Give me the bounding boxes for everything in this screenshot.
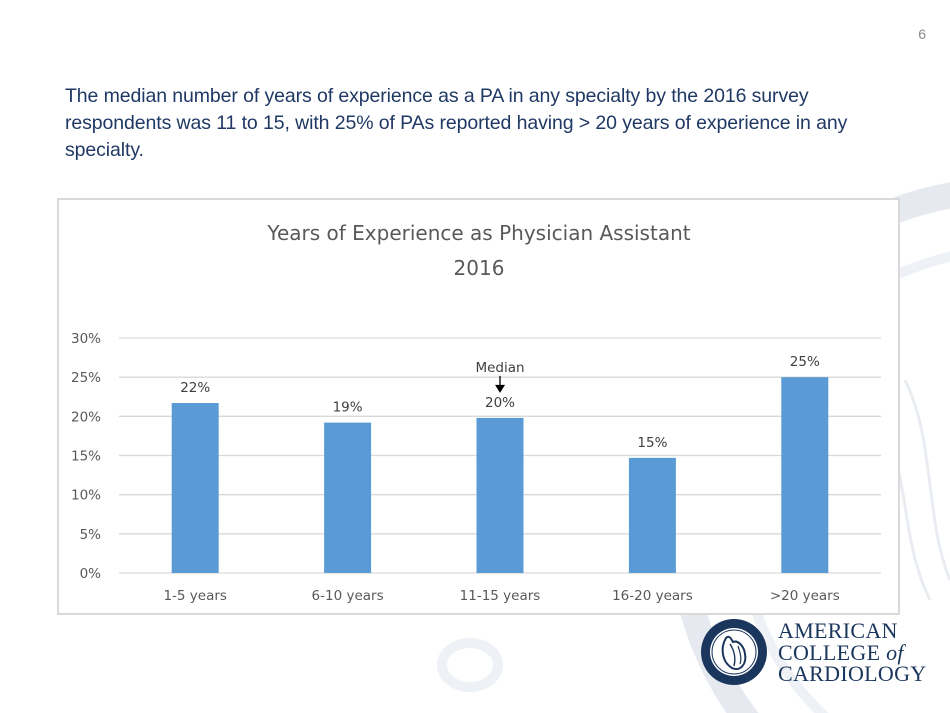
arrow-down-icon — [495, 384, 505, 393]
x-tick-label: 11-15 years — [460, 588, 541, 604]
x-axis-ticks: 1-5 years 6-10 years 11-15 years 16-20 year… — [163, 588, 839, 604]
bar-chart: Years of Experience as Physician Assista… — [71, 221, 881, 604]
bar — [324, 422, 372, 573]
median-label: Median — [475, 360, 524, 376]
y-tick-label: 25% — [71, 370, 101, 386]
y-axis-ticks: 0% 5% 10% 15% 20% 25% 30% — [71, 331, 101, 582]
bar — [628, 457, 676, 573]
median-annotation: Median — [475, 360, 525, 393]
acc-seal-icon — [701, 619, 767, 685]
y-tick-label: 30% — [71, 331, 101, 347]
bar — [476, 417, 524, 573]
bar — [781, 377, 829, 573]
data-label: 22% — [180, 380, 210, 396]
chart-subtitle: 2016 — [454, 256, 505, 280]
bar — [171, 403, 219, 573]
data-label: 25% — [790, 354, 820, 370]
slide-number: 6 — [918, 26, 926, 42]
x-tick-label: 6-10 years — [312, 588, 384, 604]
chart-title: Years of Experience as Physician Assista… — [266, 221, 690, 245]
logo-line-3: CARDIOLOGY — [778, 661, 927, 686]
y-tick-label: 10% — [71, 488, 101, 504]
bars — [171, 377, 829, 573]
logo-line-1: AMERICAN — [778, 618, 898, 643]
y-tick-label: 15% — [71, 449, 101, 465]
data-label: 20% — [485, 395, 515, 411]
acc-logo: AMERICAN COLLEGE of CARDIOLOGY — [700, 618, 930, 690]
x-tick-label: >20 years — [770, 588, 840, 604]
data-label: 19% — [333, 400, 363, 416]
logo-line-2: COLLEGE of — [778, 639, 904, 665]
acc-wordmark: AMERICAN COLLEGE of CARDIOLOGY — [778, 620, 926, 685]
value-labels: 22% 19% 20% 15% 25% — [180, 354, 820, 451]
x-tick-label: 1-5 years — [163, 588, 227, 604]
x-tick-label: 16-20 years — [612, 588, 693, 604]
y-tick-label: 5% — [80, 527, 102, 543]
y-tick-label: 20% — [71, 409, 101, 425]
chart-container: Years of Experience as Physician Assista… — [57, 198, 900, 615]
data-label: 15% — [637, 435, 667, 451]
slide-headline: The median number of years of experience… — [65, 85, 848, 161]
y-tick-label: 0% — [80, 566, 102, 582]
